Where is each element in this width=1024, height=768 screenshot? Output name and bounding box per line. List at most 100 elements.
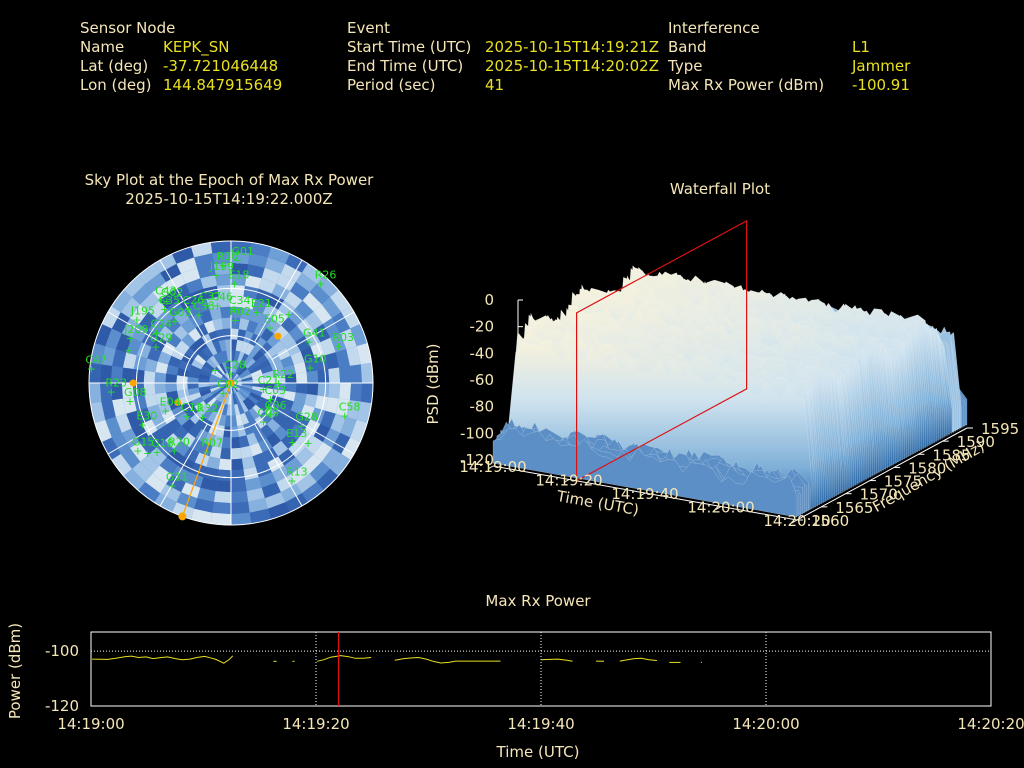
- sky-heatmap-cell: [232, 393, 238, 405]
- sky-heatmap-cell: [280, 398, 294, 411]
- sky-heatmap-cell: [199, 389, 212, 397]
- satellite-marker: +: [284, 308, 293, 321]
- sky-heatmap-cell: [218, 295, 231, 308]
- sky-heatmap-cell: [214, 366, 224, 376]
- sky-heatmap-cell: [212, 318, 224, 331]
- sky-heatmap-cell: [262, 370, 275, 379]
- sky-heatmap-cell: [341, 306, 361, 329]
- sky-heatmap-cell: [133, 355, 148, 371]
- sky-heatmap-cell: [152, 281, 172, 301]
- sky-heatmap-cell: [185, 278, 204, 294]
- sky-heatmap-cell: [216, 391, 226, 402]
- satellite-label: J199: [209, 260, 234, 273]
- sky-heatmap-cell: [249, 242, 272, 258]
- sky-heatmap-cell: [234, 350, 241, 363]
- waterfall-title: Waterfall Plot: [669, 180, 771, 198]
- sky-heatmap-cell: [330, 290, 351, 313]
- sky-heatmap-cell: [121, 428, 140, 448]
- sky-heatmap-cell: [187, 370, 200, 379]
- sky-heatmap-cell: [176, 257, 198, 274]
- sky-heatmap-cell: [211, 371, 222, 379]
- sky-heatmap-cell: [295, 473, 317, 494]
- waterfall-z-label: PSD (dBm): [424, 343, 442, 424]
- sky-heatmap-cell: [200, 477, 218, 492]
- max-rx-power-value: -100.91: [852, 76, 910, 94]
- sky-heatmap-cell: [120, 447, 141, 469]
- sky-heatmap-cell: [330, 453, 351, 476]
- sky-heatmap-cell: [157, 401, 172, 415]
- waterfall-freq-tick-label: 1580: [908, 459, 946, 477]
- sky-heatmap-cell: [198, 378, 210, 383]
- sky-heatmap-cell: [264, 257, 286, 274]
- sky-heatmap-cell: [249, 442, 263, 457]
- sky-heatmap-cell: [231, 350, 236, 362]
- sky-heatmap-cell: [176, 367, 190, 377]
- sky-heatmap-cell: [235, 339, 244, 352]
- sky-heatmap-cell: [101, 437, 121, 460]
- sky-heatmap-cell: [240, 353, 249, 365]
- sky-heatmap-cell: [209, 384, 221, 390]
- sky-heatmap-cell: [306, 370, 319, 383]
- sky-heatmap-cell: [165, 383, 177, 393]
- sky-heatmap-cell: [190, 242, 213, 258]
- sky-heatmap-cell: [244, 274, 262, 289]
- sky-heatmap-cell: [195, 416, 208, 429]
- satellite-marker: +: [184, 303, 193, 316]
- sky-heatmap-cell: [237, 402, 245, 415]
- sky-heatmap-cell: [214, 390, 224, 400]
- sky-heatmap-cell: [260, 392, 273, 402]
- sky-heatmap-cell: [168, 355, 182, 368]
- power-series-segment: [394, 656, 501, 664]
- sky-heatmap-cell: [152, 465, 172, 485]
- satellite-marker: +: [305, 362, 314, 375]
- waterfall-time-tick-label: 14:19:20: [535, 472, 602, 490]
- sky-heatmap-cell: [288, 325, 305, 342]
- sky-heatmap-cell: [231, 458, 244, 471]
- sky-azimuth-spoke: [107, 311, 191, 360]
- power-x-label: Time (UTC): [496, 743, 580, 761]
- sky-heatmap-cell: [241, 296, 256, 310]
- sky-heatmap-cell: [248, 498, 268, 513]
- sky-heatmap-cell: [241, 376, 253, 382]
- sky-heatmap-cell: [121, 318, 140, 338]
- sky-heatmap-cell: [227, 361, 231, 373]
- event-heading: Event: [347, 19, 390, 37]
- lat-value: -37.721046448: [163, 57, 279, 75]
- satellite-marker: +: [211, 364, 220, 377]
- satellite-label: C09: [257, 407, 279, 420]
- sky-heatmap-cell: [176, 375, 188, 383]
- sky-heatmap-cell: [160, 484, 182, 503]
- lon-value: 144.847915649: [163, 76, 283, 94]
- sky-heatmap-cell: [210, 512, 231, 525]
- sky-heatmap-cell: [231, 426, 239, 438]
- waterfall-freq-tick-label: 1570: [860, 486, 898, 504]
- sky-heatmap-cell: [201, 392, 213, 401]
- sky-heatmap-cell: [132, 369, 145, 383]
- sky-heatmap-cell: [273, 425, 289, 441]
- lat-label: Lat (deg): [80, 57, 149, 75]
- sky-heatmap-cell: [231, 491, 249, 504]
- satellite-marker: +: [266, 408, 275, 421]
- waterfall-z-tick-label: -60: [470, 371, 495, 389]
- waterfall-slice: [492, 428, 798, 518]
- sky-heatmap-cell: [154, 493, 177, 513]
- satellite-marker: +: [160, 303, 169, 316]
- sky-heatmap-cell: [203, 394, 215, 405]
- sky-heatmap-cell: [295, 300, 314, 319]
- sky-heatmap-cell: [297, 318, 314, 336]
- satellite-marker: +: [303, 437, 312, 450]
- waterfall-time-tick-label: 14:19:00: [459, 458, 526, 476]
- sky-heatmap-cell: [241, 383, 253, 387]
- sky-heatmap-cell: [123, 468, 146, 491]
- sky-heatmap-cell: [290, 401, 305, 415]
- sky-heatmap-cell: [330, 333, 347, 353]
- sky-heatmap-cell: [219, 363, 227, 374]
- sky-heatmap: [89, 241, 373, 525]
- sky-heatmap-cell: [261, 482, 281, 499]
- satellite-marker: +: [132, 313, 141, 326]
- sky-heatmap-cell: [166, 332, 182, 348]
- sky-heatmap-cell: [112, 398, 127, 417]
- power-series-segment: [540, 658, 573, 662]
- waterfall-freq-tick-label: 1585: [932, 446, 970, 464]
- satellite-label: R23: [105, 376, 127, 389]
